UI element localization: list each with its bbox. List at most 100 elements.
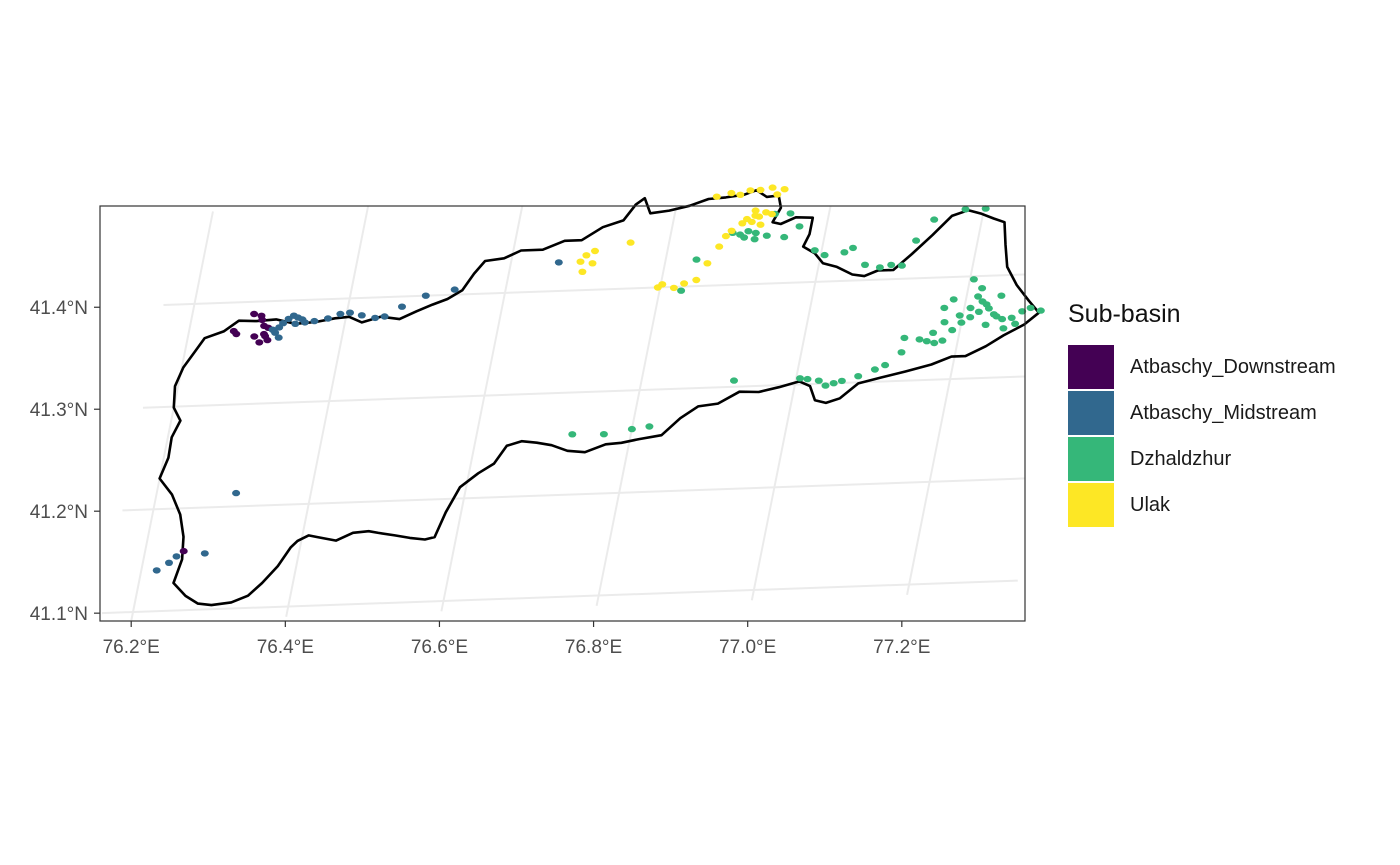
legend-key-ulak bbox=[1068, 482, 1114, 528]
glacier-point bbox=[780, 186, 789, 193]
glacier-point bbox=[915, 336, 924, 343]
glacier-point bbox=[938, 337, 947, 344]
glacier-point bbox=[1007, 314, 1016, 321]
glacier-point bbox=[669, 284, 678, 292]
glacier-point bbox=[271, 329, 280, 336]
glacier-point bbox=[773, 191, 782, 198]
glacier-point bbox=[966, 304, 975, 312]
panel-border bbox=[99, 205, 1026, 622]
glacier-point bbox=[740, 234, 749, 241]
glacier-point bbox=[897, 349, 906, 356]
glacier-point bbox=[582, 252, 591, 259]
legend-label: Atbaschy_Midstream bbox=[1130, 401, 1317, 424]
glacier-point bbox=[1011, 320, 1020, 327]
glacier-point bbox=[966, 314, 975, 321]
glacier-point bbox=[974, 293, 983, 300]
y-tick-label: 41.4°N bbox=[30, 298, 88, 319]
glacier-point bbox=[854, 373, 863, 380]
glacier-point bbox=[992, 313, 1001, 320]
glacier-point bbox=[870, 366, 879, 373]
glacier-point bbox=[310, 317, 319, 325]
glacier-point bbox=[795, 223, 804, 230]
glacier-point bbox=[591, 247, 599, 255]
glacier-point bbox=[712, 193, 721, 200]
glacier-point bbox=[658, 281, 667, 288]
glacier-point bbox=[897, 262, 906, 269]
glacier-point bbox=[978, 285, 987, 292]
glacier-point bbox=[398, 303, 406, 310]
legend-item-ulak: Ulak bbox=[1068, 482, 1336, 528]
x-tick-label: 76.4°E bbox=[257, 637, 314, 658]
glacier-point bbox=[1018, 308, 1027, 315]
glacier-point bbox=[768, 184, 777, 191]
glacier-point bbox=[875, 264, 884, 271]
glacier-point bbox=[929, 329, 938, 336]
glacier-point bbox=[837, 377, 846, 385]
glacier-point bbox=[756, 186, 765, 194]
meridian-line bbox=[130, 211, 214, 621]
parallel-line bbox=[163, 273, 1025, 306]
glacier-point bbox=[645, 423, 654, 430]
glacier-point bbox=[849, 244, 857, 252]
glacier-point bbox=[746, 187, 755, 194]
glacier-point bbox=[736, 191, 745, 198]
glacier-point bbox=[336, 310, 345, 318]
glacier-point bbox=[969, 276, 978, 283]
legend-item-atbaschy-midstream: Atbaschy_Midstream bbox=[1068, 390, 1336, 436]
glacier-point bbox=[984, 305, 993, 312]
legend-key-atbaschy-downstream bbox=[1068, 344, 1114, 390]
glacier-point bbox=[829, 380, 838, 387]
glacier-point bbox=[762, 232, 771, 239]
meridian-line bbox=[440, 206, 524, 612]
x-tick-label: 76.6°E bbox=[411, 637, 468, 658]
glacier-point bbox=[152, 567, 161, 574]
glacier-point bbox=[715, 243, 724, 250]
parallel-line bbox=[101, 579, 1018, 615]
glacier-point bbox=[922, 338, 931, 345]
glacier-point bbox=[692, 276, 701, 284]
glacier-point bbox=[263, 336, 272, 344]
glacier-point bbox=[554, 259, 563, 266]
glacier-point bbox=[1036, 307, 1045, 314]
glacier-point bbox=[421, 292, 430, 299]
glacier-point bbox=[955, 312, 964, 319]
glacier-point bbox=[881, 361, 890, 369]
glacier-point bbox=[692, 256, 701, 263]
meridian-line bbox=[285, 206, 370, 617]
legend-item-dzhaldzhur: Dzhaldzhur bbox=[1068, 436, 1336, 482]
glacier-point bbox=[744, 228, 753, 235]
glacier-point bbox=[721, 232, 730, 240]
legend: Sub-basin Atbaschy_Downstream Atbaschy_M… bbox=[1068, 300, 1336, 528]
y-tick-label: 41.1°N bbox=[30, 604, 88, 625]
legend-key-dzhaldzhur bbox=[1068, 436, 1114, 482]
basin-boundary bbox=[158, 188, 1041, 607]
glacier-point bbox=[727, 189, 736, 197]
legend-item-atbaschy-downstream: Atbaschy_Downstream bbox=[1068, 344, 1336, 390]
glacier-point bbox=[974, 308, 983, 315]
glacier-point bbox=[599, 431, 608, 438]
glacier-point bbox=[900, 334, 909, 342]
meridian-line bbox=[906, 206, 986, 595]
glacier-point bbox=[751, 212, 760, 219]
glacier-point bbox=[568, 431, 577, 438]
glacier-point bbox=[172, 553, 181, 560]
x-tick-label: 76.2°E bbox=[103, 637, 160, 658]
x-tick-label: 77.0°E bbox=[719, 637, 776, 658]
glacier-point bbox=[250, 333, 259, 340]
glacier-point bbox=[821, 382, 830, 389]
legend-label: Dzhaldzhur bbox=[1130, 447, 1232, 470]
glacier-point bbox=[756, 221, 765, 228]
glacier-point bbox=[371, 314, 380, 322]
glacier-point bbox=[820, 251, 829, 259]
glacier-point bbox=[948, 326, 957, 334]
legend-label: Ulak bbox=[1130, 493, 1171, 516]
parallel-line bbox=[122, 477, 1025, 512]
glacier-point bbox=[300, 319, 309, 326]
glacier-point bbox=[957, 319, 966, 326]
glacier-point bbox=[680, 280, 689, 287]
glacier-point bbox=[997, 292, 1006, 299]
glacier-point bbox=[930, 339, 939, 347]
glacier-point bbox=[165, 559, 173, 566]
glacier-point bbox=[291, 320, 300, 327]
glacier-point bbox=[357, 312, 366, 319]
